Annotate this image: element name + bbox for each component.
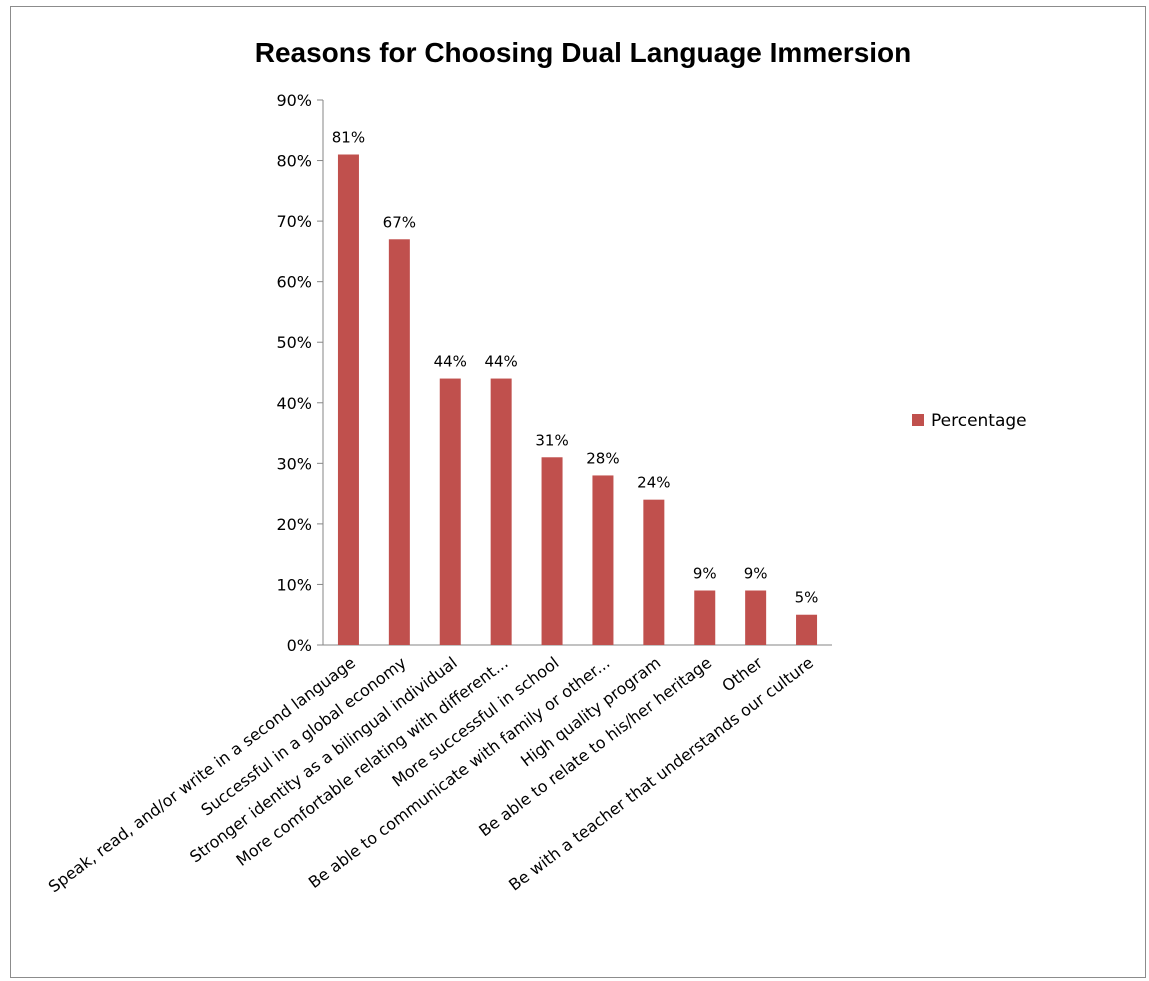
data-label: 5% (795, 589, 819, 607)
bar (490, 378, 512, 645)
y-tick-label: 20% (276, 515, 312, 534)
y-tick-label: 50% (276, 333, 312, 352)
data-label: 44% (434, 353, 467, 371)
bar (439, 378, 461, 645)
category-label: Successful in a global economy (197, 653, 409, 820)
data-label: 28% (586, 449, 619, 467)
legend: Percentage (912, 411, 1027, 431)
data-label: 81% (332, 129, 365, 147)
bar (796, 614, 818, 645)
bars (337, 154, 818, 645)
y-axis: 0% 10% 20% 30% 40% 50% 60% 70% 80% 90% (276, 91, 324, 655)
y-tick-label: 0% (287, 636, 312, 655)
data-label: 24% (637, 474, 670, 492)
data-label: 31% (535, 431, 568, 449)
data-labels: 81% 67% 44% 44% 31% 28% 24% 9% 9% 5% (332, 129, 819, 607)
y-tick-label: 10% (276, 575, 312, 594)
bar (541, 457, 563, 645)
bar (337, 154, 359, 645)
legend-label-percentage: Percentage (931, 411, 1027, 431)
y-tick-label: 70% (276, 212, 312, 231)
category-labels: Speak, read, and/or write in a second la… (45, 653, 817, 897)
y-tick-label: 90% (276, 91, 312, 110)
data-label: 9% (693, 565, 717, 583)
bar (592, 475, 614, 645)
data-label: 44% (484, 353, 517, 371)
y-tick-label: 60% (276, 273, 312, 292)
chart-title: Reasons for Choosing Dual Language Immer… (255, 37, 912, 68)
bar (694, 590, 716, 645)
y-tick-label: 30% (276, 454, 312, 473)
y-tick-label: 40% (276, 394, 312, 413)
data-label: 9% (744, 565, 768, 583)
bar (745, 590, 767, 645)
bar (643, 499, 665, 645)
y-tick-label: 80% (276, 152, 312, 171)
chart-frame (10, 6, 1146, 978)
data-label: 67% (383, 213, 416, 231)
legend-swatch-percentage (912, 414, 924, 426)
bar (388, 239, 410, 645)
